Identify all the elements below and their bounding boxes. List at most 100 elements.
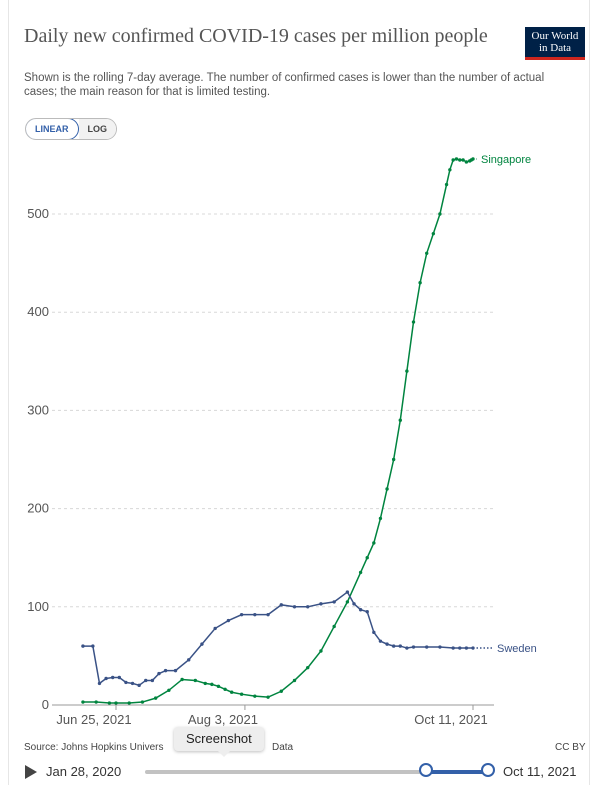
data-point	[239, 612, 244, 617]
data-point	[411, 320, 416, 324]
chart-subtitle: Shown is the rolling 7-day average. The …	[24, 72, 545, 98]
data-point	[110, 675, 115, 680]
data-point	[454, 157, 459, 161]
timeline-end-handle[interactable]	[481, 763, 495, 777]
y-tick-label: 300	[27, 402, 49, 417]
owid-logo[interactable]: Our World in Data	[525, 27, 585, 60]
data-point	[332, 600, 336, 604]
source-text-tail[interactable]: Data	[272, 742, 294, 753]
data-point	[448, 168, 452, 172]
data-point	[378, 639, 383, 643]
y-tick-label: 100	[27, 599, 49, 614]
data-point	[226, 618, 231, 623]
data-point	[167, 688, 171, 692]
linear-scale-button[interactable]: LINEAR	[26, 119, 79, 139]
source-text[interactable]: Source: Johns Hopkins Univers	[24, 742, 164, 753]
data-point	[292, 605, 297, 609]
data-point	[365, 556, 369, 560]
data-point	[398, 418, 402, 422]
timeline-selected-range	[426, 770, 488, 774]
data-point	[411, 645, 416, 649]
x-tick-label: Aug 3, 2021	[188, 712, 258, 727]
data-point	[127, 701, 131, 705]
log-scale-button[interactable]: LOG	[78, 119, 116, 139]
data-point	[266, 695, 270, 699]
y-tick-label: 0	[42, 697, 49, 712]
data-point	[451, 158, 455, 162]
data-point	[345, 590, 350, 594]
play-icon[interactable]	[25, 765, 37, 779]
data-point	[216, 684, 221, 689]
series-label[interactable]: Sweden	[497, 643, 537, 655]
data-point	[444, 182, 449, 187]
data-point	[425, 251, 429, 255]
data-point	[319, 602, 323, 606]
data-point	[405, 369, 409, 373]
data-point	[458, 158, 462, 162]
data-point	[464, 646, 469, 650]
data-point	[306, 605, 310, 609]
data-point	[372, 541, 376, 545]
data-point	[94, 700, 98, 704]
logo-line-2: in Data	[538, 42, 572, 54]
data-point	[365, 610, 369, 614]
data-point	[114, 701, 118, 705]
timeline-track[interactable]	[145, 770, 488, 774]
data-point	[150, 678, 155, 683]
data-point	[398, 644, 402, 648]
y-tick-label: 400	[27, 304, 49, 319]
data-point	[279, 689, 283, 693]
timeline-end-date: Oct 11, 2021	[503, 764, 577, 779]
data-point	[385, 487, 389, 491]
series-label[interactable]: Singapore	[481, 154, 531, 166]
license-link[interactable]: CC BY	[555, 742, 586, 753]
data-point	[319, 649, 323, 653]
data-point	[81, 644, 85, 648]
chart-title: Daily new confirmed COVID-19 cases per m…	[24, 25, 488, 47]
data-point	[229, 690, 234, 694]
y-tick-label: 200	[27, 501, 49, 516]
data-point	[163, 668, 168, 673]
data-point	[438, 212, 442, 216]
series-line-singapore	[82, 158, 474, 704]
data-point	[385, 642, 389, 646]
line-chart: 0 100 200 300 400 500 Jun 25, 2021 Aug 3, 2021 O…	[27, 154, 537, 727]
data-point	[292, 678, 297, 683]
data-point	[180, 677, 184, 682]
data-point	[200, 642, 204, 646]
data-point	[124, 680, 128, 685]
data-point	[279, 603, 283, 607]
data-point	[203, 681, 207, 686]
data-point	[140, 700, 145, 704]
data-point	[239, 692, 244, 696]
data-point	[352, 602, 356, 606]
data-point	[223, 687, 227, 691]
data-point	[81, 700, 85, 704]
data-point	[358, 570, 363, 575]
data-point	[253, 694, 257, 698]
x-tick-label: Jun 25, 2021	[56, 712, 131, 727]
data-point	[431, 231, 436, 236]
data-point	[91, 644, 95, 648]
data-point	[451, 646, 455, 650]
data-point	[213, 626, 217, 631]
data-point	[117, 675, 122, 680]
data-point	[306, 665, 310, 670]
data-point	[458, 646, 462, 650]
timeline-start-handle[interactable]	[419, 763, 433, 777]
data-point	[153, 696, 158, 700]
data-point	[332, 624, 336, 629]
source-note: Source: Johns Hopkins Univers Data	[24, 742, 293, 753]
data-point	[418, 281, 422, 285]
logo-line-1: Our World	[531, 30, 579, 42]
data-point	[438, 645, 442, 649]
data-point	[97, 681, 102, 686]
data-point	[372, 630, 376, 635]
data-point	[104, 676, 108, 681]
data-point	[358, 608, 363, 612]
data-point	[464, 160, 469, 164]
data-point	[137, 683, 141, 688]
data-point	[144, 678, 148, 683]
timeline-start-date: Jan 28, 2020	[46, 764, 122, 779]
screenshot-tooltip: Screenshot	[174, 727, 264, 757]
